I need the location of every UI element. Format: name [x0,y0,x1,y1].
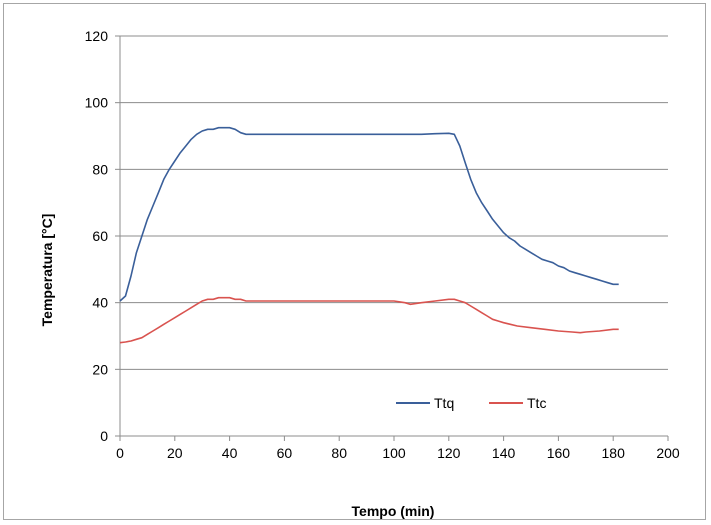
x-tick-label-120: 120 [437,445,461,461]
x-tick-label-200: 200 [656,445,680,461]
series-lines [119,126,619,344]
x-tick-label-20: 20 [167,445,183,461]
y-tick-label-40: 40 [92,295,108,311]
y-tick-label-60: 60 [92,228,108,244]
y-tick-label-120: 120 [85,28,109,44]
legend-label-ttq: Ttq [434,395,454,411]
legend: Ttq Ttc [396,395,546,411]
x-tick-labels: 0 20 40 60 80 100 120 140 160 180 200 [116,436,680,461]
x-tick-label-100: 100 [382,445,406,461]
x-tick-label-180: 180 [602,445,626,461]
y-tick-label-0: 0 [100,428,108,444]
x-tick-label-80: 80 [331,445,347,461]
x-tick-label-140: 140 [492,445,516,461]
series-line-ttq [119,126,619,302]
x-tick-label-160: 160 [547,445,571,461]
x-tick-label-40: 40 [222,445,238,461]
y-tick-label-20: 20 [92,361,108,377]
x-tick-label-0: 0 [116,445,124,461]
legend-label-ttc: Ttc [527,395,546,411]
y-tick-label-100: 100 [85,95,109,111]
gridlines [120,35,668,370]
x-tick-label-60: 60 [277,445,293,461]
x-axis-title: Tempo (min) [352,503,435,519]
y-tick-label-80: 80 [92,161,108,177]
y-axis-title: Temperatura [°C] [39,214,55,327]
series-line-ttc [119,296,619,344]
y-tick-labels: 0 20 40 60 80 100 120 [85,28,120,444]
